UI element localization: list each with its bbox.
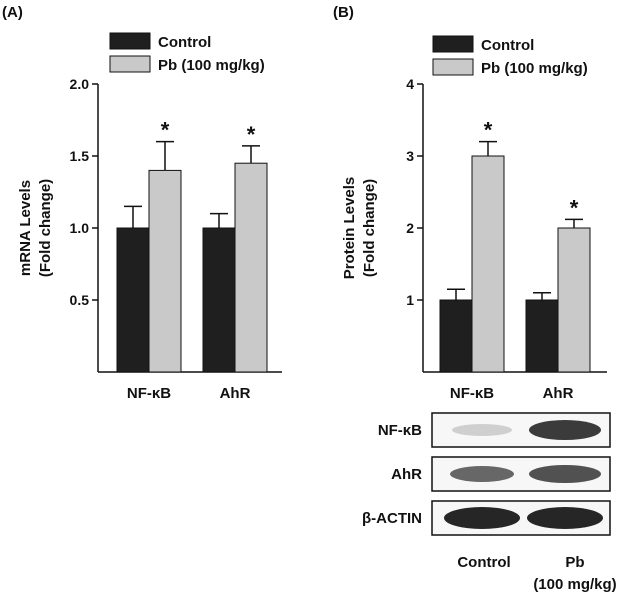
bar-pb — [471, 155, 505, 373]
y-tick-label: 3 — [406, 148, 414, 164]
chart-a: 0.5 1.0 1.5 2.0 mRNA Levels (Fold change) Cont… — [17, 32, 282, 402]
legend-swatch-control — [432, 35, 474, 53]
y-tick-label: 1 — [406, 292, 414, 308]
significance-marker: * — [570, 195, 579, 220]
y-tick-label: 2.0 — [70, 76, 90, 92]
legend-swatch-control — [109, 32, 151, 50]
blot-band — [444, 507, 520, 529]
blot-lane-sublabel-pb: (100 mg/kg) — [533, 576, 616, 593]
bar-pb — [148, 169, 182, 373]
legend-swatch-pb — [432, 58, 474, 76]
significance-marker: * — [247, 122, 256, 147]
bar-pb — [557, 227, 591, 373]
bar-pb — [234, 162, 268, 373]
legend-label-pb: Pb (100 mg/kg) — [158, 57, 265, 74]
blot-lane-label-pb: Pb — [565, 554, 584, 571]
blot-band — [452, 424, 512, 436]
chart-b: 1 2 3 4 Protein Levels (Fold change) Control Pb… — [341, 35, 607, 402]
y-axis-label: Protein Levels — [341, 177, 358, 280]
x-tick-label: NF-κB — [127, 385, 171, 402]
significance-marker: * — [484, 118, 493, 143]
blot-band — [529, 420, 601, 440]
panel-a-tag: (A) — [2, 4, 23, 21]
legend-label-control: Control — [481, 37, 534, 54]
blot-lane-label-control: Control — [457, 554, 510, 571]
bar-control — [202, 227, 236, 373]
x-tick-label: AhR — [220, 385, 251, 402]
y-axis-label-units: (Fold change) — [37, 179, 54, 277]
bar-control — [439, 299, 473, 373]
bar-control — [116, 227, 150, 373]
blot-band — [529, 465, 601, 483]
y-tick-label: 4 — [406, 76, 414, 92]
blot-band — [527, 507, 603, 529]
y-axis-label-units: (Fold change) — [361, 179, 378, 277]
blot-row-label: β-ACTIN — [362, 510, 422, 527]
y-tick-label: 2 — [406, 220, 414, 236]
significance-marker: * — [161, 118, 170, 143]
bar-control — [525, 299, 559, 373]
y-tick-label: 0.5 — [70, 292, 90, 308]
western-blot: NF-κB AhR β-ACTIN Control Pb (100 mg/kg) — [362, 412, 617, 593]
legend-label-pb: Pb (100 mg/kg) — [481, 60, 588, 77]
legend-label-control: Control — [158, 34, 211, 51]
y-tick-label: 1.0 — [70, 220, 90, 236]
blot-row-label: NF-κB — [378, 422, 422, 439]
blot-row-label: AhR — [391, 466, 422, 483]
blot-band — [450, 466, 514, 482]
x-tick-label: NF-κB — [450, 385, 494, 402]
panel-b-tag: (B) — [333, 4, 354, 21]
y-tick-label: 1.5 — [70, 148, 90, 164]
legend-swatch-pb — [109, 55, 151, 73]
y-axis-label: mRNA Levels — [17, 180, 34, 276]
x-tick-label: AhR — [543, 385, 574, 402]
